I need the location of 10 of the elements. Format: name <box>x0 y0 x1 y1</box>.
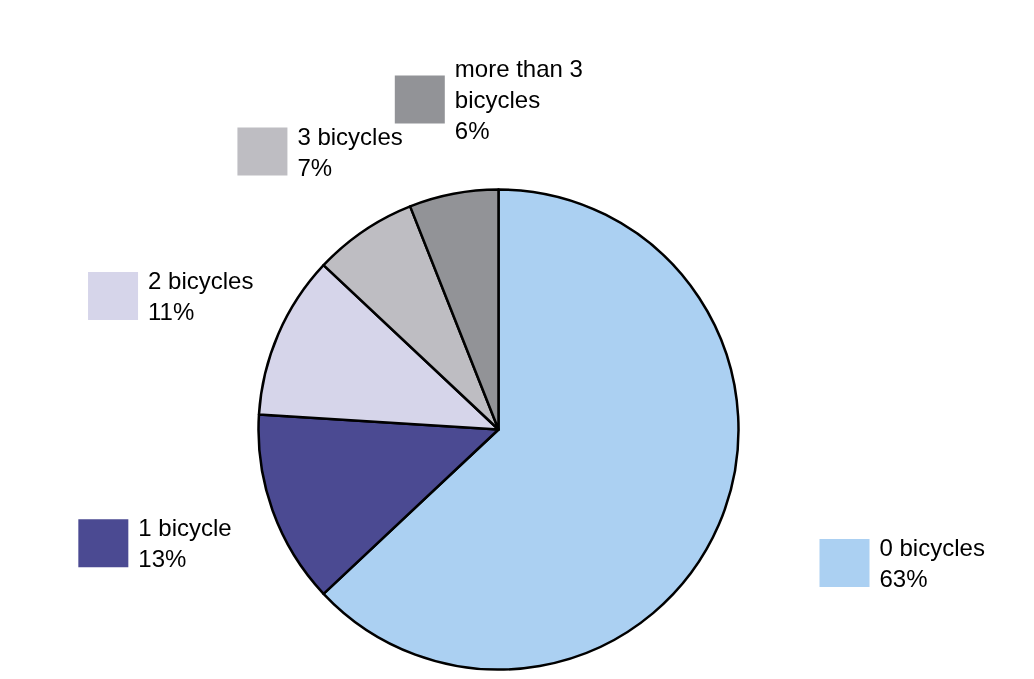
legend-label: 3 bicycles <box>297 122 403 150</box>
legend-label: 2 bicycles <box>148 267 254 295</box>
data-label: 11% <box>148 298 195 326</box>
data-label: 13% <box>138 545 187 573</box>
legend-label: more than 3 bicycles <box>454 54 583 113</box>
data-label: 63% <box>879 564 928 592</box>
data-label: 7% <box>297 153 333 181</box>
legend-label: 1 bicycle <box>138 514 232 542</box>
data-label: 6% <box>454 117 490 144</box>
legend-label: 0 bicycles <box>879 533 985 561</box>
